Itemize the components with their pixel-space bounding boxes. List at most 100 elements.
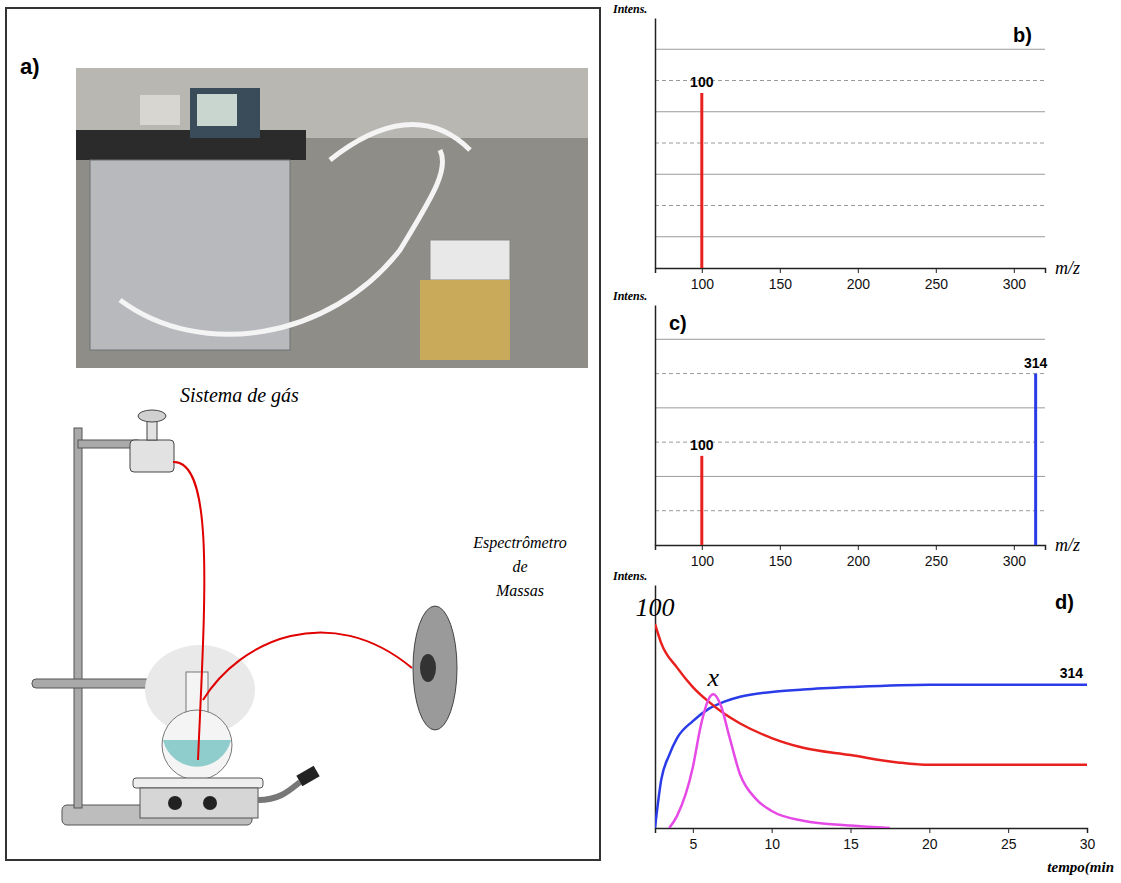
series-label: 100 bbox=[636, 593, 675, 622]
series-labels: 314 100 x bbox=[636, 593, 1084, 692]
x-tick: 25 bbox=[1001, 828, 1017, 852]
x-tick-label: 200 bbox=[847, 276, 871, 292]
x-tick-label: 30 bbox=[1080, 836, 1096, 852]
x-axis-title: tempo(min bbox=[1047, 859, 1114, 876]
photo-hotplate bbox=[430, 240, 510, 280]
x-tick: 250 bbox=[925, 545, 949, 569]
x-tick: 5 bbox=[689, 828, 697, 852]
grid bbox=[655, 339, 1045, 510]
x-tick: 20 bbox=[922, 828, 938, 852]
valve-body bbox=[130, 440, 174, 472]
x-tick: 150 bbox=[769, 545, 793, 569]
y-axis-line bbox=[655, 306, 657, 546]
grid-line bbox=[655, 476, 1045, 477]
x-tick-mark bbox=[1008, 828, 1009, 833]
y-axis-title: Intens. bbox=[612, 289, 647, 303]
stirrer-knob bbox=[168, 796, 182, 810]
x-axis: 100 150 200 250 300 bbox=[656, 545, 1046, 569]
x-tick-mark bbox=[780, 268, 781, 273]
stirrer-body bbox=[140, 788, 258, 818]
panel-letter: a) bbox=[20, 54, 40, 79]
x-axis-line bbox=[656, 546, 1046, 551]
stirrer-top bbox=[133, 778, 263, 788]
x-tick: 30 bbox=[1080, 828, 1096, 852]
panel-1: 100150200250300Intens.m/zb)100 bbox=[612, 2, 1080, 292]
series-line bbox=[655, 624, 1087, 765]
panel-a: a)Sistema de gásEspectrômetrodeMassas bbox=[6, 8, 600, 860]
x-tick-label: 300 bbox=[1003, 553, 1027, 569]
photo-scope bbox=[190, 88, 260, 138]
stirrer-plug bbox=[296, 766, 319, 786]
x-tick-mark bbox=[858, 545, 859, 550]
grid-line bbox=[655, 236, 1045, 237]
x-tick-mark bbox=[693, 828, 694, 833]
flask-liquid bbox=[163, 740, 231, 767]
x-axis-title: m/z bbox=[1055, 258, 1080, 278]
x-tick-mark bbox=[851, 828, 852, 833]
panel-letter: d) bbox=[1055, 591, 1074, 613]
flask bbox=[162, 710, 232, 780]
x-tick-mark bbox=[1014, 268, 1015, 273]
y-axis-title: Intens. bbox=[612, 569, 647, 583]
x-tick-mark bbox=[929, 828, 930, 833]
x-tick: 200 bbox=[847, 545, 871, 569]
grid-line bbox=[655, 49, 1045, 50]
y-axis bbox=[655, 586, 656, 829]
y-axis-title: Intens. bbox=[612, 2, 647, 16]
x-axis: 100150200250300 bbox=[656, 268, 1046, 292]
x-tick-label: 25 bbox=[1001, 836, 1017, 852]
x-tick-mark bbox=[1087, 828, 1088, 833]
photo-cabinet bbox=[90, 160, 290, 350]
marks bbox=[655, 624, 1087, 828]
grid-line bbox=[655, 174, 1045, 175]
y-axis bbox=[655, 19, 656, 269]
grid-line bbox=[655, 143, 1045, 144]
x-tick-mark bbox=[936, 268, 937, 273]
x-tick-label: 100 bbox=[691, 553, 715, 569]
x-tick: 200 bbox=[847, 268, 871, 292]
schematic bbox=[32, 410, 457, 825]
figure: a)Sistema de gásEspectrômetrodeMassas 100… bbox=[0, 0, 1121, 883]
x-tick: 15 bbox=[843, 828, 859, 852]
peak-label: 100 bbox=[690, 74, 714, 90]
grid-line bbox=[655, 80, 1045, 81]
x-tick: 10 bbox=[764, 828, 780, 852]
flask-neck bbox=[186, 672, 208, 714]
label: EspectrômetrodeMassas bbox=[472, 534, 567, 599]
series-label: x bbox=[707, 663, 720, 692]
peak bbox=[700, 456, 703, 545]
x-tick-mark bbox=[858, 268, 859, 273]
x-tick-label: 15 bbox=[843, 836, 859, 852]
series-label: 314 bbox=[1060, 665, 1084, 681]
x-tick-label: 200 bbox=[847, 553, 871, 569]
photo bbox=[76, 68, 588, 368]
photo-tube bbox=[120, 150, 443, 334]
valve-knob bbox=[138, 410, 166, 422]
x-tick-mark bbox=[1014, 545, 1015, 550]
grid-line bbox=[655, 407, 1045, 408]
panel-3: 5 10 15 20 25 30 Intens. tempo(min d) 314 100 x bbox=[612, 569, 1114, 876]
grid-line bbox=[655, 442, 1045, 443]
x-axis-line bbox=[656, 269, 1046, 274]
x-tick-label: 10 bbox=[764, 836, 780, 852]
x-tick-mark bbox=[702, 545, 703, 550]
photo-stand bbox=[420, 280, 510, 360]
ms-dish bbox=[413, 606, 457, 730]
y-axis bbox=[655, 306, 656, 546]
grid-line bbox=[655, 205, 1045, 206]
x-axis-line bbox=[656, 829, 1088, 834]
ms-inlet bbox=[420, 654, 436, 682]
x-tick-mark bbox=[702, 268, 703, 273]
photo-scope-screen bbox=[197, 94, 237, 126]
grid-line bbox=[655, 510, 1045, 511]
x-tick-mark bbox=[780, 545, 781, 550]
stand-pole bbox=[74, 428, 82, 808]
x-tick-label: 150 bbox=[769, 276, 793, 292]
grid-line bbox=[655, 111, 1045, 112]
grid bbox=[655, 49, 1045, 237]
panel-2: 100150200250300Intens.m/zc)100314 bbox=[612, 289, 1080, 569]
x-tick-label: 100 bbox=[691, 276, 715, 292]
x-tick-label: 5 bbox=[689, 836, 697, 852]
peak-label: 314 bbox=[1024, 355, 1048, 371]
x-tick: 150 bbox=[769, 268, 793, 292]
